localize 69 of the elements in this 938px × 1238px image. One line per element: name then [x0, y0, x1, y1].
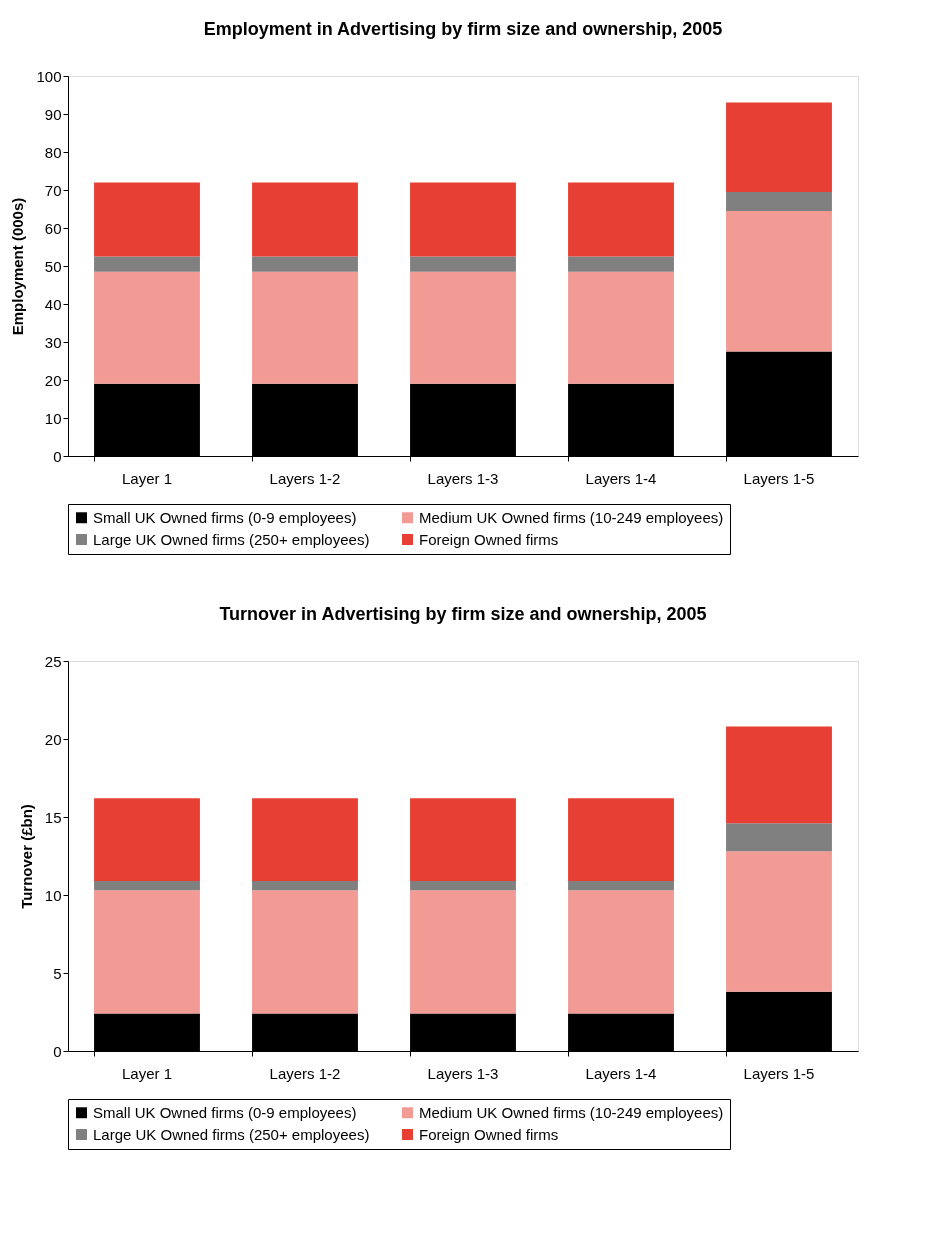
bar: [410, 271, 516, 384]
legend-label: Small UK Owned firms (0-9 employees): [93, 508, 357, 526]
bar: [726, 851, 832, 992]
legend-label: Foreign Owned firms: [419, 530, 559, 548]
legend-label: Medium UK Owned firms (10-249 employees): [419, 508, 724, 526]
x-tick-label: Layers 1-2: [269, 1064, 341, 1082]
chart-title: Employment in Advertising by firm size and ownership, 2005: [203, 19, 723, 39]
bar: [726, 726, 832, 824]
y-tick-label: 50: [44, 257, 62, 275]
legend-label: Foreign Owned firms: [419, 1125, 559, 1143]
bar: [568, 880, 674, 891]
bar: [410, 798, 516, 881]
bar: [252, 880, 358, 891]
bar: [94, 798, 200, 881]
bar: [410, 256, 516, 272]
y-tick-label: 80: [44, 143, 62, 161]
bar: [410, 182, 516, 257]
y-tick-label: 0: [53, 447, 62, 465]
bar: [568, 271, 674, 384]
y-tick-label: 10: [44, 886, 62, 904]
bar: [410, 880, 516, 891]
x-tick-label: Layers 1-5: [743, 1064, 815, 1082]
bar: [568, 256, 674, 272]
y-tick-label: 0: [53, 1042, 62, 1060]
y-axis-title: Employment (000s): [9, 197, 27, 336]
y-tick-label: 30: [44, 333, 62, 351]
y-tick-label: 20: [44, 371, 62, 389]
bar: [94, 890, 200, 1014]
y-axis-title: Turnover (£bn): [17, 804, 35, 909]
bar: [252, 256, 358, 272]
bar: [94, 880, 200, 891]
x-tick-label: Layers 1-5: [743, 469, 815, 487]
bar: [568, 798, 674, 881]
x-tick-label: Layers 1-3: [427, 469, 499, 487]
y-tick-label: 25: [44, 652, 62, 670]
x-tick-label: Layers 1-4: [585, 1064, 657, 1082]
x-tick-label: Layers 1-4: [585, 469, 657, 487]
y-tick-label: 15: [44, 808, 62, 826]
y-tick-label: 90: [44, 105, 62, 123]
legend-label: Small UK Owned firms (0-9 employees): [93, 1103, 357, 1121]
legend-label: Large UK Owned firms (250+ employees): [93, 1125, 370, 1143]
y-tick-label: 100: [36, 67, 62, 85]
y-tick-label: 60: [44, 219, 62, 237]
y-tick-label: 10: [44, 409, 62, 427]
y-tick-label: 40: [44, 295, 62, 313]
x-tick-label: Layer 1: [121, 1064, 173, 1082]
y-tick-label: 70: [44, 181, 62, 199]
x-tick-label: Layers 1-2: [269, 469, 341, 487]
y-tick-label: 5: [53, 964, 62, 982]
bar: [410, 890, 516, 1014]
chart-title: Turnover in Advertising by firm size and ownership, 2005: [219, 604, 707, 624]
bar: [726, 191, 832, 211]
bar: [252, 890, 358, 1014]
legend-label: Large UK Owned firms (250+ employees): [93, 530, 370, 548]
bar: [94, 271, 200, 384]
x-tick-label: Layer 1: [121, 469, 173, 487]
bar: [726, 823, 832, 852]
bar: [568, 890, 674, 1014]
x-tick-label: Layers 1-3: [427, 1064, 499, 1082]
bar: [94, 182, 200, 257]
bar: [726, 210, 832, 352]
y-tick-label: 20: [44, 730, 62, 748]
bar: [252, 182, 358, 257]
bar: [568, 182, 674, 257]
bar: [252, 271, 358, 384]
bar: [726, 102, 832, 192]
bar: [94, 256, 200, 272]
bar: [252, 798, 358, 881]
legend-label: Medium UK Owned firms (10-249 employees): [419, 1103, 724, 1121]
